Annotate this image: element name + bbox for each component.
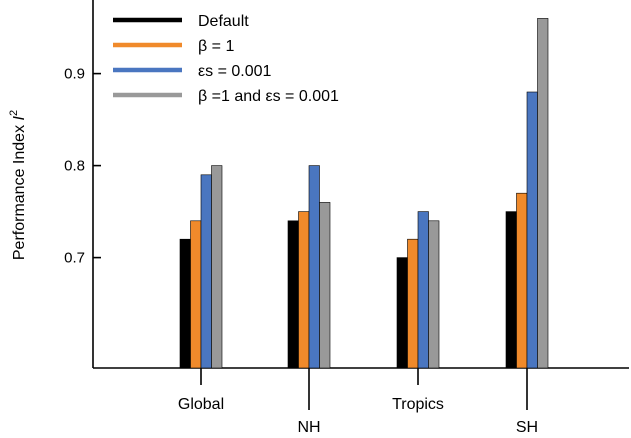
bar-nh-series-1	[298, 211, 310, 369]
y-axis-label: Performance Index I2	[8, 110, 28, 260]
bar-nh-series-3	[319, 202, 331, 369]
x-tick-label: Tropics	[392, 396, 444, 413]
bar-tropics-series-2	[417, 211, 429, 369]
bar-tropics-series-0	[396, 257, 408, 369]
x-ticks: Global NH Tropics SH	[178, 368, 538, 436]
legend-label: εs = 0.001	[198, 63, 272, 80]
bar-nh-series-2	[308, 165, 320, 369]
bar-global-series-0	[179, 238, 191, 369]
bar-sh-series-2	[526, 91, 538, 369]
y-axis-label-text: Performance Index	[11, 125, 28, 260]
y-axis-label-superscript: 2	[8, 110, 20, 116]
y-tick-label: 0.9	[64, 66, 85, 83]
legend: Default β = 1 εs = 0.001 β =1 and εs = 0.00…	[113, 13, 339, 105]
x-tick-label: NH	[297, 419, 320, 436]
legend-label: Default	[198, 13, 249, 30]
bar-sh-series-3	[537, 18, 549, 369]
legend-label: β = 1	[198, 38, 234, 55]
y-tick-label: 0.8	[64, 158, 85, 175]
y-ticks: 0.7 0.8 0.9	[64, 66, 101, 267]
y-axis-label-symbol: I	[11, 115, 28, 120]
x-tick-label: Global	[178, 396, 224, 413]
bar-tropics-series-1	[407, 238, 419, 369]
y-tick-label: 0.7	[64, 250, 85, 267]
bar-global-series-1	[190, 220, 202, 369]
bar-nh-series-0	[287, 220, 299, 369]
bar-tropics-series-3	[428, 220, 440, 369]
legend-label: β =1 and εs = 0.001	[198, 88, 339, 105]
bars	[179, 18, 549, 369]
x-tick-label: SH	[516, 419, 538, 436]
bar-sh-series-0	[505, 211, 517, 369]
bar-global-series-2	[200, 174, 212, 369]
bar-sh-series-1	[516, 192, 528, 369]
axes	[92, 0, 629, 369]
bar-global-series-3	[211, 165, 223, 369]
